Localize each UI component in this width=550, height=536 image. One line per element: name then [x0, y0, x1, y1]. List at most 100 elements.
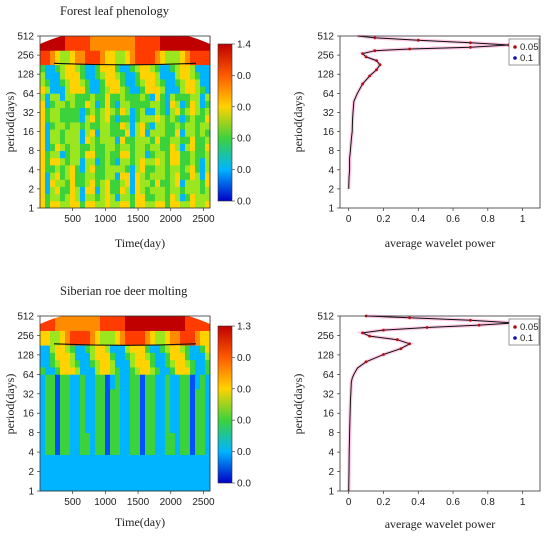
- heatmap-cell: [200, 483, 206, 492]
- heatmap-cell: [115, 179, 121, 187]
- heatmap-cell: [100, 345, 106, 353]
- heatmap-cell: [185, 86, 191, 94]
- heatmap-cell: [70, 330, 76, 339]
- heatmap-cell: [110, 381, 116, 390]
- heatmap-cell: [70, 418, 76, 426]
- heatmap-cell: [150, 122, 156, 130]
- heatmap-cell: [125, 352, 131, 361]
- heatmap-cell: [60, 57, 66, 66]
- heatmap-cell: [140, 129, 146, 137]
- heatmap-cell: [50, 352, 56, 361]
- heatmap-cell: [65, 410, 71, 419]
- heatmap-cell: [170, 86, 176, 94]
- x-tick-label: 2000: [160, 214, 183, 225]
- heatmap-cell: [95, 114, 101, 123]
- heatmap-cell: [85, 483, 91, 492]
- heatmap-cell: [150, 396, 156, 404]
- heatmap-cell: [170, 36, 176, 44]
- colorbar-tick-label: 0.0: [237, 165, 251, 176]
- heatmap-cell: [90, 410, 96, 419]
- heatmap-cell: [55, 36, 61, 44]
- heatmap-cell: [40, 129, 46, 137]
- heatmap-cell: [195, 36, 201, 44]
- heatmap-cell: [170, 439, 176, 448]
- heatmap-cell: [65, 447, 71, 455]
- heatmap-cell: [160, 193, 166, 202]
- heatmap-cell: [80, 136, 86, 144]
- heatmap-cell: [145, 330, 151, 339]
- heatmap-cell: [185, 483, 191, 492]
- heatmap-cell: [145, 157, 151, 166]
- heatmap-cell: [75, 476, 81, 485]
- heatmap-cell: [160, 374, 166, 383]
- heatmap-cell: [175, 57, 181, 66]
- heatmap-cell: [205, 136, 211, 144]
- y-tick-label: 64: [23, 89, 35, 100]
- colorbar-tick-label: 0.0: [237, 102, 251, 113]
- colorbar-gradient: [217, 43, 233, 202]
- heatmap-cell: [205, 381, 211, 390]
- heatmap-cell: [130, 122, 136, 130]
- heatmap-cell: [115, 122, 121, 130]
- heatmap-cell: [140, 114, 146, 123]
- heatmap-cell: [70, 425, 76, 434]
- heatmap-cell: [105, 186, 111, 195]
- heatmap-cell: [75, 425, 81, 434]
- heatmap-cell: [95, 165, 101, 173]
- heatmap-cell: [160, 476, 166, 485]
- heatmap-cell: [165, 330, 171, 339]
- heatmap-cell: [195, 352, 201, 361]
- heatmap-cell: [135, 157, 141, 166]
- heatmap-cell: [200, 418, 206, 426]
- heatmap-cell: [140, 483, 146, 492]
- heatmap-cell: [130, 193, 136, 202]
- heatmap-cell: [60, 388, 66, 397]
- heatmap-cell: [140, 50, 146, 58]
- heatmap-cell: [180, 86, 186, 94]
- heatmap-cell: [65, 150, 71, 159]
- heatmap-cell: [50, 36, 56, 44]
- heatmap-cell: [180, 418, 186, 426]
- heatmap-cell: [155, 367, 161, 375]
- heatmap-cell: [135, 367, 141, 375]
- heatmap-cell: [145, 352, 151, 361]
- heatmap-cell: [110, 476, 116, 485]
- heatmap-cell: [195, 359, 201, 368]
- heatmap-cell: [140, 447, 146, 455]
- heatmap-cell: [60, 410, 66, 419]
- heatmap-cell: [85, 396, 91, 404]
- heatmap-cell: [95, 43, 101, 51]
- heatmap-cell: [120, 86, 126, 94]
- heatmap-cell: [75, 172, 81, 180]
- heatmap-cell: [65, 186, 71, 195]
- heatmap-cell: [150, 410, 156, 419]
- heatmap-cell: [115, 136, 121, 144]
- heatmap-cell: [135, 469, 141, 477]
- heatmap-cell: [70, 476, 76, 485]
- heatmap-cell: [145, 129, 151, 137]
- heatmap-cell: [155, 396, 161, 404]
- heatmap-cell: [180, 71, 186, 80]
- heatmap-cell: [120, 337, 126, 346]
- heatmap-cell: [80, 64, 86, 73]
- heatmap-cell: [45, 323, 51, 331]
- heatmap-cell: [115, 381, 121, 390]
- heatmap-cell: [105, 179, 111, 187]
- heatmap-cell: [125, 157, 131, 166]
- colorbar-tick-label: 0.0: [237, 71, 251, 82]
- y-tick-label: 16: [23, 409, 35, 420]
- heatmap-cell: [75, 136, 81, 144]
- heatmap-cell: [200, 114, 206, 123]
- heatmap-cell: [150, 388, 156, 397]
- heatmap-cell: [170, 345, 176, 353]
- heatmap-cell: [50, 114, 56, 123]
- heatmap-cell: [205, 345, 211, 353]
- heatmap-cell: [205, 454, 211, 463]
- heatmap-cell: [85, 86, 91, 94]
- heatmap-cell: [205, 439, 211, 448]
- heatmap-cell: [65, 439, 71, 448]
- heatmap-cell: [190, 381, 196, 390]
- heatmap-cell: [70, 172, 76, 180]
- heatmap-cell: [180, 100, 186, 109]
- heatmap-cell: [115, 143, 121, 152]
